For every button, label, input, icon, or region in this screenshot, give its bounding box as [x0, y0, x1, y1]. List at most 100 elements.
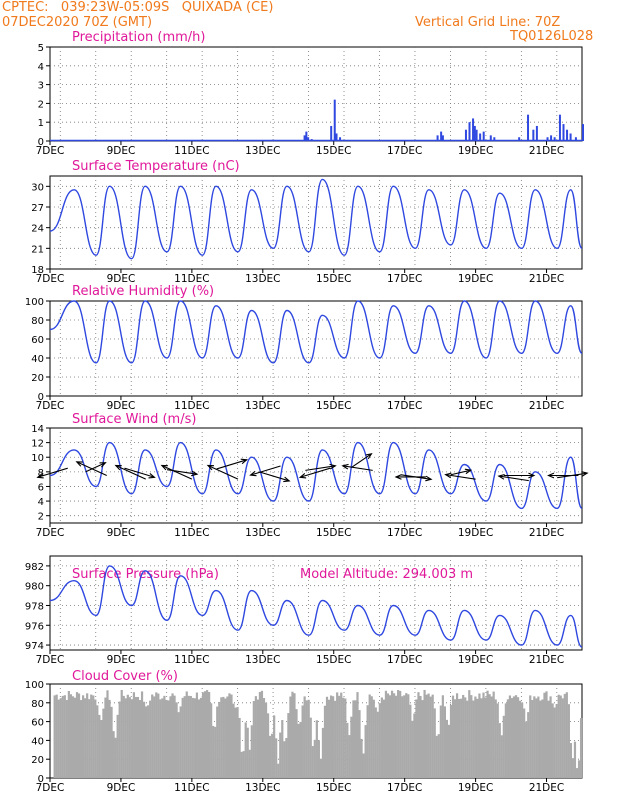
cloud-bar	[264, 702, 268, 778]
cloud-bar	[132, 692, 136, 778]
panel-title: Cloud Cover (%)	[72, 669, 178, 684]
wind-arrow-head	[240, 458, 249, 465]
cloud-bar	[285, 738, 288, 778]
x-tick-label: 17DEC	[387, 654, 422, 666]
panel-title: Surface Wind (m/s)	[72, 412, 196, 427]
cloud-bar	[238, 717, 241, 778]
cloud-bar	[376, 711, 379, 778]
cloud-bar	[181, 697, 184, 778]
precip-bar	[518, 137, 521, 141]
cloud-bar	[234, 707, 237, 778]
cloud-bar	[535, 698, 538, 778]
cloud-bar	[275, 738, 278, 778]
cloud-bar	[183, 696, 186, 778]
cloud-bar	[573, 741, 577, 778]
cloud-bar	[478, 693, 481, 778]
cloud-bar	[189, 695, 192, 778]
cloud-bar	[567, 704, 570, 778]
run-date: 07DEC2020 70Z (GMT)	[2, 15, 153, 30]
x-tick-label: 17DEC	[387, 782, 422, 794]
wind-arrow	[259, 471, 290, 482]
series-group	[49, 300, 583, 364]
cloud-bar	[193, 698, 196, 778]
precip-bar	[333, 99, 336, 141]
cloud-bar	[242, 751, 245, 778]
cloud-bar	[291, 691, 294, 778]
cloud-bar	[559, 695, 562, 778]
cloud-bar	[185, 691, 188, 778]
cloud-bar	[423, 689, 426, 778]
cloud-bar	[136, 696, 140, 778]
cloud-bar	[212, 725, 215, 778]
cloud-bar	[332, 696, 335, 778]
cloud-bar	[201, 692, 205, 778]
cloud-bar	[77, 693, 81, 778]
x-tick-label: 21DEC	[529, 782, 564, 794]
cloud-bar	[476, 698, 479, 778]
cloud-bar	[466, 700, 469, 778]
wind-arrow-head	[148, 473, 156, 479]
x-tick-label: 15DEC	[316, 654, 351, 666]
wind-arrow	[351, 453, 372, 468]
cloud-bar	[344, 698, 347, 778]
cloud-bar	[490, 696, 493, 778]
precip-bar	[307, 137, 310, 141]
cloud-bar	[561, 698, 564, 778]
cloud-bar	[336, 692, 339, 778]
panel-frame	[49, 555, 583, 651]
cloud-bar	[342, 697, 345, 778]
precip-bar	[489, 135, 492, 141]
cloud-bar	[447, 724, 451, 778]
y-tick-label: 4	[38, 62, 44, 73]
cloud-bar	[334, 700, 337, 778]
wind-arrow-head	[329, 463, 337, 470]
wind-arrow-head	[283, 476, 291, 483]
y-tick-label: 20	[31, 373, 44, 384]
cloud-bar	[533, 696, 536, 778]
y-tick-label: 12	[31, 439, 44, 450]
cloud-bar	[57, 699, 60, 778]
x-tick-label: 19DEC	[458, 145, 493, 157]
cloud-bar	[273, 715, 276, 778]
wind-arrow-head	[394, 474, 402, 480]
cloud-bar	[110, 706, 113, 778]
cloud-bar	[112, 731, 115, 778]
cloud-bar	[577, 760, 581, 778]
panel-title: Surface Pressure (hPa)	[72, 567, 219, 582]
cloud-bar	[100, 720, 103, 778]
series-line	[49, 565, 583, 648]
precip-bar	[305, 131, 308, 141]
wind-arrow-head	[191, 470, 199, 477]
cloud-bar	[378, 703, 381, 778]
x-tick-label: 7DEC	[36, 273, 65, 285]
x-tick-label: 9DEC	[107, 145, 136, 157]
cloud-bar	[98, 714, 101, 778]
cloud-bar	[557, 694, 560, 778]
precip-bar	[482, 131, 485, 141]
cloud-bar	[90, 694, 93, 778]
cloud-bar	[405, 693, 408, 778]
cloud-bar	[441, 695, 444, 778]
cloud-bar	[138, 700, 142, 778]
precip-bar	[479, 133, 482, 141]
cloud-bar	[439, 705, 442, 778]
cloud-bar	[303, 696, 306, 778]
wind-arrow-head	[365, 453, 373, 460]
cloud-bar	[169, 696, 172, 778]
cloud-bar	[205, 690, 209, 778]
cloud-bar	[175, 702, 178, 778]
cloud-bar	[435, 735, 438, 778]
series-group	[49, 441, 583, 510]
cloud-bar	[518, 700, 522, 778]
cloud-bar	[220, 697, 223, 778]
cloud-bar	[116, 714, 119, 778]
x-tick-label: 9DEC	[107, 527, 136, 539]
y-tick-label: 0	[38, 137, 44, 148]
cloud-bar	[67, 691, 70, 778]
cloud-bar	[360, 738, 363, 778]
precip-bar	[493, 137, 496, 141]
y-tick-label: 0	[38, 774, 44, 785]
panel-frame	[49, 300, 583, 397]
cloud-bar	[539, 700, 542, 778]
cloud-bar	[254, 696, 257, 778]
